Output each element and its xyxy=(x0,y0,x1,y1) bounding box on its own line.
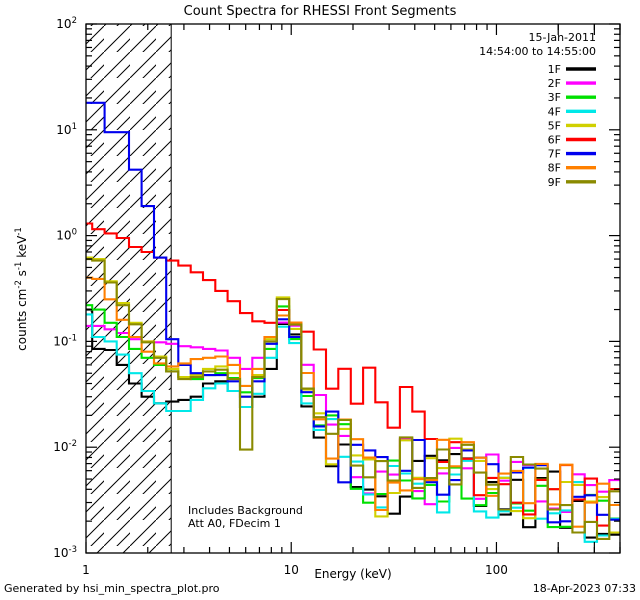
y-axis-label: counts cm-2 s-1 keV-1 xyxy=(14,227,29,351)
y-tick-label: 10-1 xyxy=(53,333,77,348)
y-tick-label: 102 xyxy=(56,16,77,31)
legend-label-5F: 5F xyxy=(548,119,561,132)
legend-label-6F: 6F xyxy=(548,134,561,147)
observation-date: 15-Jan-2011 xyxy=(529,31,597,44)
annotation-line-2: Att A0, FDecim 1 xyxy=(188,517,281,530)
legend-label-7F: 7F xyxy=(548,148,561,161)
legend-label-9F: 9F xyxy=(548,176,561,189)
y-axis-tick-labels: 102 101 100 10-1 10-2 10-3 xyxy=(53,16,77,560)
y-tick-label: 100 xyxy=(56,228,77,243)
observation-time-range: 14:54:00 to 14:55:00 xyxy=(479,45,596,58)
series-6F xyxy=(86,222,620,527)
x-tick-label: 1 xyxy=(82,563,90,577)
y-tick-label: 101 xyxy=(56,122,77,137)
footer-timestamp: 18-Apr-2023 07:33 xyxy=(533,582,636,595)
legend-label-2F: 2F xyxy=(548,77,561,90)
y-tick-label: 10-2 xyxy=(53,439,77,454)
series-9F xyxy=(86,258,620,540)
spectra-curves xyxy=(86,101,620,543)
page-title: Count Spectra for RHESSI Front Segments xyxy=(184,4,457,19)
y-axis-ticks xyxy=(86,23,620,554)
svg-text:counts cm-2 s-1 keV-1: counts cm-2 s-1 keV-1 xyxy=(14,227,29,351)
hatched-cutoff-region xyxy=(86,24,172,553)
legend-label-3F: 3F xyxy=(548,91,561,104)
legend-label-8F: 8F xyxy=(548,162,561,175)
x-axis-label: Energy (keV) xyxy=(314,567,391,581)
legend-label-4F: 4F xyxy=(548,105,561,118)
annotation-line-1: Includes Background xyxy=(188,504,303,517)
x-axis-tick-labels: 1 10 100 xyxy=(82,563,508,577)
legend-label-1F: 1F xyxy=(548,63,561,76)
x-tick-label: 10 xyxy=(284,563,299,577)
x-tick-label: 100 xyxy=(485,563,508,577)
footer-generator: Generated by hsi_min_spectra_plot.pro xyxy=(4,582,220,595)
y-tick-label: 10-3 xyxy=(53,545,77,560)
x-axis-ticks xyxy=(85,24,621,553)
